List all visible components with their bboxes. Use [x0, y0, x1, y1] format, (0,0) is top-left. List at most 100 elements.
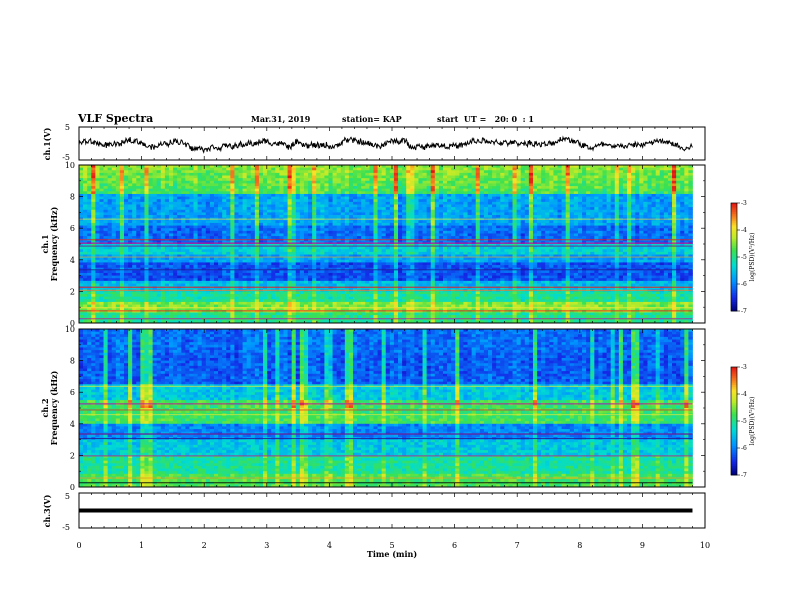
spectrogram-cell	[471, 207, 477, 211]
spectrogram-cell	[655, 204, 661, 208]
spectrogram-cell	[402, 228, 407, 232]
spectrogram-cell	[447, 222, 452, 226]
spectrogram-cell	[385, 236, 391, 240]
spectrogram-cell	[385, 191, 391, 195]
spectrogram-cell	[414, 199, 419, 203]
spectrogram-cell	[91, 225, 96, 229]
spectrogram-cell	[398, 180, 403, 184]
spectrogram-cell	[181, 170, 186, 174]
spectrogram-cell	[275, 172, 280, 176]
spectrogram-cell	[639, 167, 644, 171]
spectrogram-cell	[373, 186, 378, 190]
spectrogram-cell	[295, 188, 301, 192]
spectrogram-cell	[455, 196, 460, 200]
spectrogram-cell	[197, 246, 203, 250]
spectrogram-cell	[103, 170, 109, 174]
spectrogram-cell	[357, 172, 362, 176]
spectrogram-cell	[659, 167, 665, 171]
spectrogram-cell	[95, 215, 100, 219]
spectrogram-cell	[389, 236, 395, 240]
spectrogram-cell	[381, 170, 387, 174]
spectrogram-cell	[647, 212, 652, 216]
spectrogram-cell	[123, 183, 129, 187]
spectrogram-cell	[332, 228, 338, 232]
spectrogram-cell	[271, 244, 276, 248]
spectrogram-cell	[508, 188, 513, 192]
spectrogram-cell	[655, 170, 661, 174]
spectrogram-cell	[148, 170, 154, 174]
spectrogram-cell	[500, 188, 505, 192]
spectrogram-cell	[246, 196, 252, 200]
spectrogram-cell	[107, 172, 113, 176]
spectrogram-cell	[185, 180, 190, 184]
spectrogram-cell	[91, 233, 96, 237]
spectrogram-cell	[303, 196, 309, 200]
spectrogram-cell	[160, 180, 166, 184]
spectrogram-cell	[418, 225, 423, 229]
spectrogram-cell	[545, 201, 550, 205]
spectrogram-cell	[573, 196, 579, 200]
spectrogram-cell	[684, 236, 689, 240]
spectrogram-cell	[242, 209, 248, 213]
spectrogram-cell	[635, 244, 640, 248]
spectrogram-cell	[443, 215, 448, 219]
spectrogram-cell	[602, 215, 607, 219]
spectrogram-cell	[537, 220, 542, 224]
spectrogram-cell	[561, 186, 567, 190]
spectrogram-cell	[512, 207, 518, 211]
spectrogram-cell	[197, 191, 203, 195]
spectrogram-cell	[500, 201, 505, 205]
spectrogram-cell	[279, 186, 284, 190]
spectrogram-cell	[283, 244, 288, 248]
spectrogram-cell	[312, 244, 317, 248]
spectrogram-cell	[132, 209, 137, 213]
spectrogram-cell	[631, 191, 636, 195]
spectrogram-cell	[610, 186, 616, 190]
spectrogram-cell	[504, 178, 509, 182]
spectrogram-cell	[267, 186, 272, 190]
spectrogram-cell	[663, 178, 669, 182]
spectrogram-cell	[107, 225, 113, 229]
spectrogram-cell	[467, 201, 473, 205]
spectrogram-cell	[667, 188, 673, 192]
spectrogram-cell	[541, 207, 546, 211]
spectrogram-cell	[226, 209, 231, 213]
spectrogram-cell	[115, 230, 121, 234]
spectrogram-cell	[373, 215, 378, 219]
spectrogram-cell	[328, 215, 333, 219]
spectrogram-cell	[496, 228, 501, 232]
spectrogram-cell	[602, 222, 607, 226]
spectrogram-cell	[565, 222, 571, 226]
spectrogram-cell	[99, 180, 104, 184]
spectrogram-cell	[663, 207, 669, 211]
spectrogram-cell	[483, 170, 489, 174]
spectrogram-cell	[520, 165, 526, 169]
spectrogram-cell	[115, 201, 121, 205]
spectrogram-cell	[688, 196, 693, 200]
spectrogram-cell	[242, 178, 248, 182]
spectrogram-cell	[242, 225, 248, 229]
spectrogram-cell	[299, 204, 305, 208]
spectrogram-cell	[643, 207, 648, 211]
spectrogram-cell	[377, 193, 383, 197]
spectrogram-cell	[193, 225, 199, 229]
spectrogram-cell	[385, 178, 391, 182]
spectrogram-cell	[136, 212, 141, 216]
spectrogram-cell	[95, 180, 100, 184]
spectrogram-cell	[680, 165, 685, 169]
spectrogram-cell	[438, 170, 444, 174]
spectrogram-cell	[312, 196, 317, 200]
spectrogram-cell	[357, 249, 362, 253]
spectrogram-cell	[680, 207, 685, 211]
spectrogram-cell	[361, 209, 366, 213]
spectrogram-cell	[483, 199, 489, 203]
spectrogram-cell	[643, 220, 648, 224]
spectrogram-cell	[389, 186, 395, 190]
spectrogram-cell	[602, 246, 607, 250]
spectrogram-cell	[369, 246, 374, 250]
spectrogram-cell	[267, 233, 272, 237]
spectrogram-cell	[614, 170, 620, 174]
spectrogram-cell	[618, 244, 624, 248]
spectrogram-cell	[303, 167, 309, 171]
spectrogram-cell	[299, 193, 305, 197]
